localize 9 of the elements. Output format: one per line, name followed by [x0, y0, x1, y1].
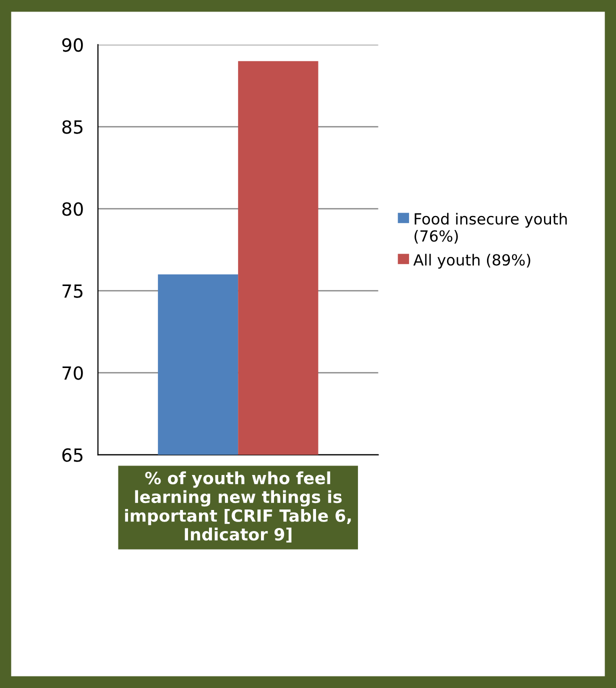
y-tick-label: 75 — [62, 284, 82, 298]
legend-label: All youth (89%) — [413, 254, 530, 269]
y-tick-label: 80 — [62, 202, 83, 216]
y-tick-label: 70 — [62, 366, 83, 380]
legend-label: Food insecure youth (76%) — [414, 212, 567, 244]
y-tick-label: 85 — [62, 120, 82, 134]
y-tick-label: 90 — [62, 38, 83, 52]
y-tick-label: 65 — [62, 448, 82, 462]
x-tick-label: % of youth who feel learning new things is important [CRIF Table 6, Indicator 9] — [125, 471, 351, 543]
